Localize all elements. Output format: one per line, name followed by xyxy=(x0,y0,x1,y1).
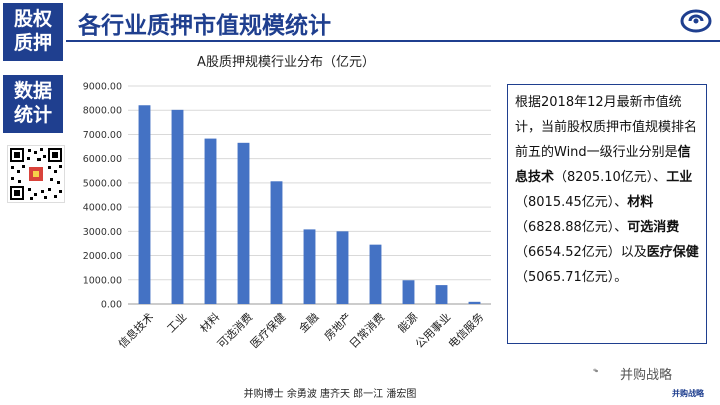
y-tick-label: 0.00 xyxy=(101,300,122,311)
sidebar: 股权 质押 数据 统计 xyxy=(0,0,66,405)
y-tick-label: 5000.00 xyxy=(83,178,122,189)
summary-text: （6828.88亿元）、 xyxy=(515,220,628,235)
summary-text: 根据2018年12月最新市值统计，当前股权质押市值规模排名前五的Wind一级行业… xyxy=(515,95,698,160)
summary-text: （8205.10亿元）、 xyxy=(554,170,667,185)
x-tick-label: 能源 xyxy=(395,310,420,335)
x-tick-label: 工业 xyxy=(165,311,190,336)
y-tick-label: 8000.00 xyxy=(83,106,122,117)
wechat-icon xyxy=(593,368,598,373)
bar xyxy=(336,231,349,304)
summary-highlight: 材料 xyxy=(627,195,654,210)
bar xyxy=(435,285,448,304)
bar xyxy=(237,142,250,304)
y-tick-label: 6000.00 xyxy=(83,154,122,165)
section-label-line: 数据 xyxy=(13,80,52,102)
chart-title: A股质押规模行业分布（亿元） xyxy=(197,55,375,70)
summary-highlight: 信息技术 xyxy=(515,145,691,185)
y-tick-label: 3000.00 xyxy=(83,227,122,238)
bar xyxy=(369,244,382,304)
summary-highlight: 工业 xyxy=(666,170,693,185)
x-tick-label: 电信服务 xyxy=(446,311,486,351)
y-tick-label: 9000.00 xyxy=(83,82,122,93)
section-label-line: 股权 xyxy=(13,8,52,30)
bar xyxy=(270,181,283,304)
brand-logo-icon xyxy=(680,9,712,33)
bar xyxy=(204,138,217,304)
section-label-line: 质押 xyxy=(13,32,52,54)
y-tick-label: 7000.00 xyxy=(83,130,122,141)
industry-bar-chart: A股质押规模行业分布（亿元） 0.00 1000.00 2000.00 3000.00… xyxy=(83,55,491,351)
bar xyxy=(171,109,184,304)
wechat-account-name: 并购战略 xyxy=(620,368,673,383)
section-label-line: 统计 xyxy=(13,104,52,126)
y-tick-label: 2000.00 xyxy=(83,251,122,262)
page-title: 各行业质押市值规模统计 xyxy=(78,13,331,39)
summary-textbox: 根据2018年12月最新市值统计，当前股权质押市值规模排名前五的Wind一级行业… xyxy=(507,84,707,344)
bar xyxy=(303,229,316,304)
footer-credits: 并购博士 余勇波 唐齐天 郎一江 潘宏图 xyxy=(0,385,720,400)
x-tick-label: 医疗保健 xyxy=(247,310,288,351)
footer-credits-text: 并购博士 余勇波 唐齐天 郎一江 潘宏图 xyxy=(243,389,417,400)
bar xyxy=(138,105,151,304)
qr-code-icon xyxy=(7,145,65,203)
x-tick-label: 信息技术 xyxy=(115,310,156,351)
section-label-pledge: 股权 质押 xyxy=(3,3,63,61)
summary-text: （5065.71亿元）。 xyxy=(515,270,628,285)
summary-text: （6654.52亿元）以及 xyxy=(515,245,647,260)
x-tick-label: 可选消费 xyxy=(214,310,255,351)
x-tick-label: 金融 xyxy=(296,310,321,335)
title-divider xyxy=(66,40,720,42)
y-tick-label: 4000.00 xyxy=(83,203,122,214)
bar xyxy=(468,301,481,304)
wechat-account-logo-text: 并购战略 xyxy=(672,389,704,398)
x-tick-label: 公用事业 xyxy=(413,311,453,351)
summary-highlight: 可选消费 xyxy=(627,220,680,235)
summary-text: （8015.45亿元）、 xyxy=(515,195,628,210)
summary-highlight: 医疗保健 xyxy=(646,245,699,260)
bar xyxy=(402,280,415,304)
x-tick-label: 日常消费 xyxy=(346,310,387,351)
section-label-stats: 数据 统计 xyxy=(3,75,63,133)
x-tick-label: 材料 xyxy=(197,310,222,335)
y-tick-label: 1000.00 xyxy=(83,275,122,286)
